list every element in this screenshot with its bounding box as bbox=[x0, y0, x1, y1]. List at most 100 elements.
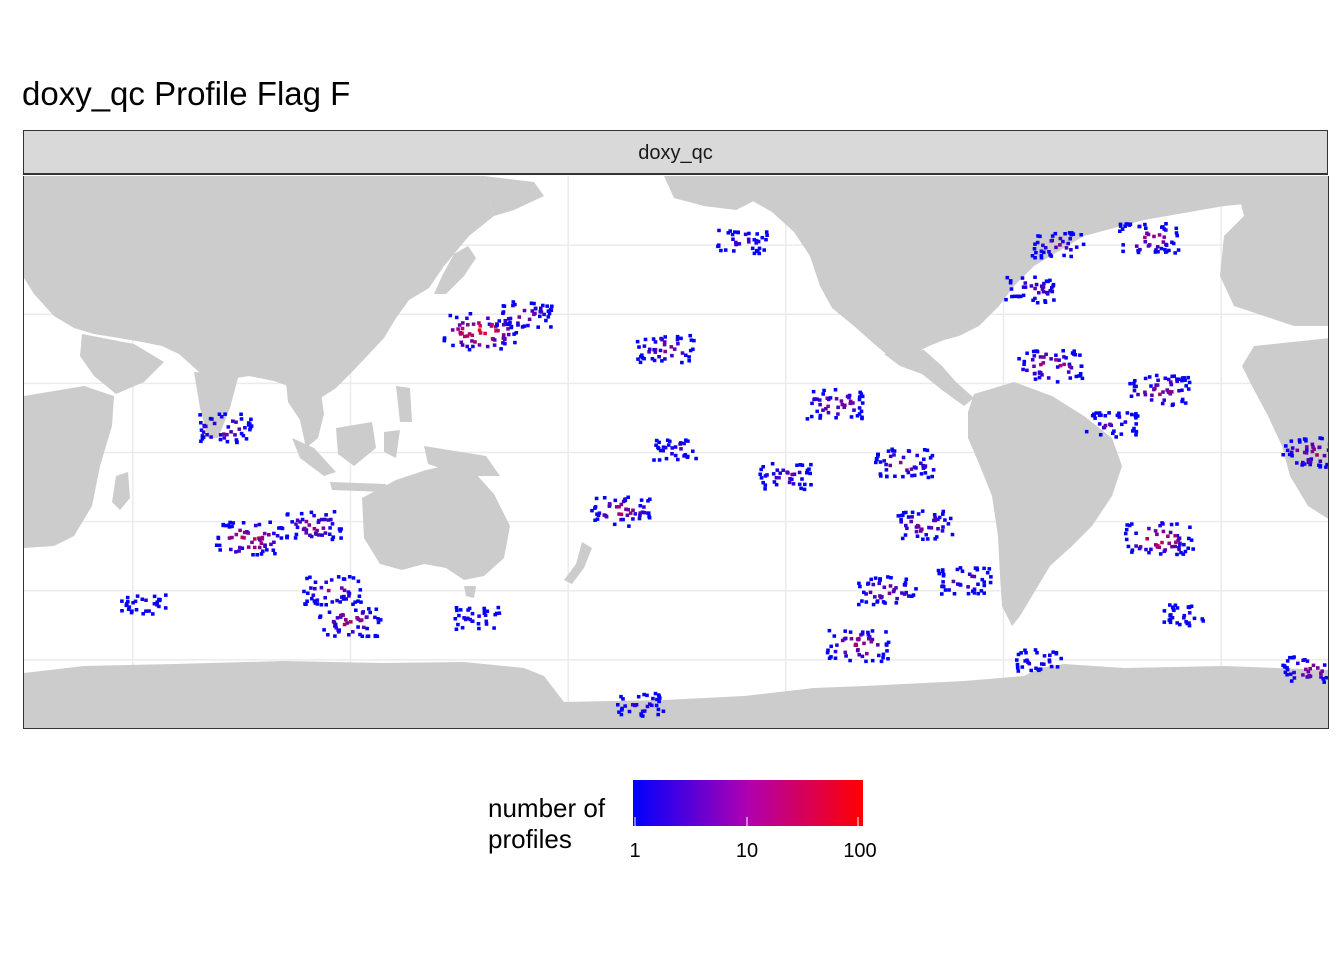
profile-cell bbox=[298, 520, 302, 524]
profile-cell bbox=[903, 581, 908, 585]
profile-cell bbox=[1175, 233, 1179, 238]
profile-cell bbox=[663, 335, 667, 339]
profile-cell bbox=[133, 599, 138, 604]
profile-cell bbox=[1033, 286, 1037, 291]
profile-cell bbox=[532, 312, 536, 317]
profile-cell bbox=[1291, 656, 1295, 660]
profile-cell bbox=[1158, 552, 1163, 556]
profile-cell bbox=[616, 703, 620, 707]
profile-cell bbox=[653, 350, 658, 354]
profile-cell bbox=[1126, 544, 1131, 549]
profile-cell bbox=[465, 334, 470, 338]
profile-cell bbox=[865, 651, 869, 656]
profile-cell bbox=[1061, 239, 1065, 244]
profile-cell bbox=[268, 520, 272, 524]
profile-cell bbox=[1019, 294, 1023, 299]
profile-cell bbox=[330, 522, 335, 526]
profile-cell bbox=[328, 526, 332, 530]
profile-cell bbox=[848, 630, 853, 634]
profile-cell bbox=[293, 536, 298, 540]
profile-cell bbox=[852, 408, 856, 412]
profile-cell bbox=[299, 511, 304, 516]
profile-cell bbox=[818, 402, 822, 407]
profile-cell bbox=[1181, 552, 1186, 556]
profile-cell bbox=[660, 337, 664, 342]
profile-cell bbox=[1161, 390, 1165, 394]
profile-cell bbox=[678, 442, 682, 446]
profile-cell bbox=[357, 594, 362, 598]
profile-cell bbox=[344, 597, 348, 601]
profile-cell bbox=[867, 635, 872, 639]
profile-cell bbox=[771, 472, 776, 476]
profile-cell bbox=[1020, 665, 1025, 669]
profile-cell bbox=[639, 712, 643, 716]
profile-cell bbox=[643, 337, 648, 342]
profile-cell bbox=[958, 566, 963, 570]
profile-cell bbox=[376, 620, 381, 625]
profile-cell bbox=[1318, 436, 1322, 440]
profile-cell bbox=[286, 512, 290, 516]
profile-cell bbox=[1043, 299, 1047, 303]
profile-cell bbox=[1084, 429, 1089, 434]
profile-cell bbox=[879, 474, 883, 478]
land-south-america bbox=[968, 382, 1122, 626]
profile-cell bbox=[669, 345, 674, 349]
profile-cell bbox=[688, 348, 693, 353]
profile-cell bbox=[869, 640, 874, 644]
profile-cell bbox=[862, 590, 866, 595]
profile-cell bbox=[1070, 231, 1074, 235]
profile-cell bbox=[655, 697, 659, 702]
profile-cell bbox=[639, 498, 644, 502]
profile-cell bbox=[338, 600, 342, 604]
profile-cell bbox=[1023, 281, 1028, 285]
profile-cell bbox=[603, 513, 608, 518]
profile-cell bbox=[467, 347, 472, 352]
profile-cell bbox=[888, 584, 893, 588]
profile-cell bbox=[237, 427, 242, 431]
profile-cell bbox=[304, 602, 308, 606]
profile-cell bbox=[1112, 429, 1116, 433]
profile-cell bbox=[821, 392, 825, 396]
profile-cell bbox=[1124, 527, 1129, 532]
profile-cell bbox=[1032, 247, 1037, 251]
profile-cell bbox=[517, 315, 522, 319]
profile-cell bbox=[874, 460, 878, 465]
profile-cell bbox=[1161, 240, 1166, 244]
profile-cell bbox=[1162, 549, 1167, 554]
profile-cell bbox=[759, 476, 764, 480]
profile-cell bbox=[679, 447, 683, 451]
profile-cell bbox=[689, 338, 694, 342]
profile-cell bbox=[127, 605, 132, 609]
profile-cell bbox=[909, 519, 913, 524]
profile-cell bbox=[1081, 242, 1086, 247]
profile-cell bbox=[1183, 378, 1187, 382]
profile-cell bbox=[947, 588, 951, 592]
profile-cell bbox=[874, 457, 879, 461]
profile-cell bbox=[1117, 411, 1121, 415]
profile-cell bbox=[859, 633, 863, 637]
land-philippines bbox=[396, 386, 412, 422]
profile-cell bbox=[1182, 616, 1186, 620]
profile-cell bbox=[619, 502, 624, 507]
profile-cell bbox=[1098, 433, 1103, 437]
profile-cell bbox=[894, 601, 899, 605]
profile-cell bbox=[621, 517, 625, 522]
profile-cell bbox=[1305, 448, 1309, 452]
profile-cell bbox=[878, 594, 882, 598]
profile-cell bbox=[1103, 423, 1108, 428]
profile-cell bbox=[843, 636, 848, 641]
profile-cell bbox=[359, 618, 364, 622]
profile-cell bbox=[226, 425, 231, 429]
profile-cell bbox=[494, 329, 498, 333]
profile-cell bbox=[1174, 231, 1179, 235]
profile-cell bbox=[691, 449, 695, 453]
profile-cell bbox=[857, 653, 861, 657]
profile-cell bbox=[269, 542, 273, 547]
profile-cell bbox=[530, 309, 535, 313]
profile-cell bbox=[300, 517, 305, 522]
profile-cell bbox=[656, 693, 661, 697]
profile-cell bbox=[1304, 437, 1308, 442]
profile-cell bbox=[258, 538, 262, 542]
profile-cell bbox=[1035, 301, 1040, 305]
profile-cell bbox=[866, 582, 870, 586]
